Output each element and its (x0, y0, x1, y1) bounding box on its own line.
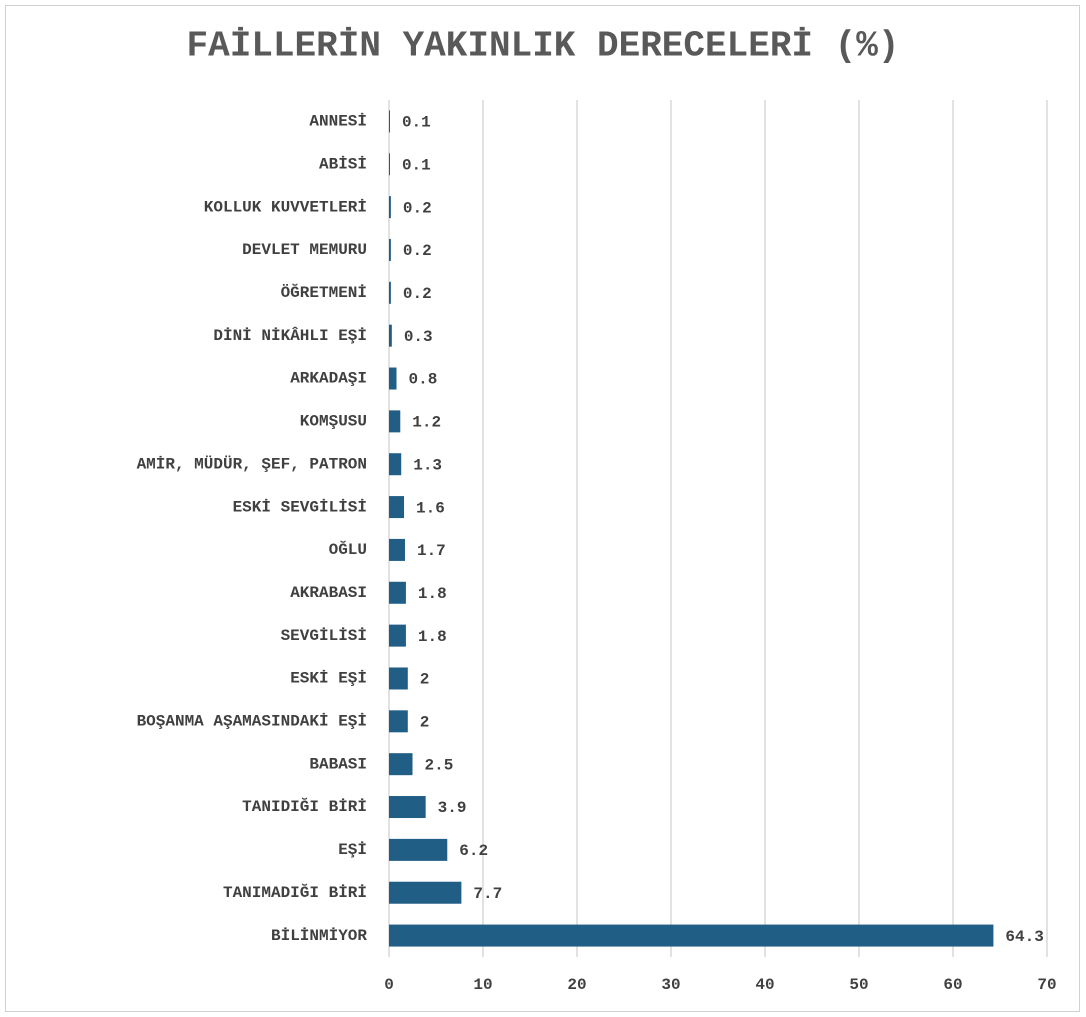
x-tick-label: 20 (567, 976, 586, 994)
bar (389, 924, 994, 947)
bar (389, 796, 426, 819)
value-label: 1.2 (412, 414, 441, 432)
bar (389, 281, 391, 304)
value-label: 0.8 (409, 371, 438, 389)
bar (389, 881, 462, 904)
bar (389, 538, 405, 561)
bar (389, 196, 391, 219)
x-tick-label: 70 (1037, 976, 1056, 994)
x-tick-label: 30 (661, 976, 680, 994)
bar (389, 367, 397, 390)
y-tick-label: SEVGİLİSİ (281, 627, 367, 645)
y-tick-label: TANIDIĞI BİRİ (242, 796, 367, 816)
y-tick-label: BABASI (309, 755, 367, 773)
y-tick-label: ESKİ SEVGİLİSİ (233, 498, 367, 516)
bar (389, 410, 401, 433)
value-label: 64.3 (1005, 928, 1043, 946)
chart-border (5, 5, 1080, 1012)
y-tick-label: KOMŞUSU (300, 413, 367, 431)
y-tick-label: EŞİ (338, 841, 367, 859)
value-label: 0.1 (402, 114, 431, 132)
x-tick-label: 40 (755, 976, 774, 994)
value-label: 7.7 (473, 885, 502, 903)
value-label: 2.5 (425, 756, 454, 774)
value-label: 1.3 (413, 456, 442, 474)
bar (389, 110, 390, 133)
y-tick-label: ÖĞRETMENİ (281, 282, 367, 302)
value-label: 0.2 (403, 242, 432, 260)
y-tick-label: TANIMADIĞI BİRİ (223, 882, 367, 902)
chart-title: FAİLLERİN YAKINLIK DERECELERİ (%) (187, 26, 900, 67)
y-tick-label: KOLLUK KUVVETLERİ (204, 198, 367, 216)
x-tick-label: 60 (943, 976, 962, 994)
value-label: 6.2 (459, 842, 488, 860)
bar (389, 496, 405, 519)
bar (389, 624, 406, 647)
y-tick-label: AKRABASI (290, 584, 367, 602)
value-label: 1.8 (418, 585, 447, 603)
bar (389, 710, 408, 733)
y-tick-label: DİNİ NİKÂHLI EŞİ (213, 326, 367, 345)
y-tick-label: BOŞANMA AŞAMASINDAKİ EŞİ (137, 713, 367, 731)
bar (389, 753, 413, 776)
value-label: 1.7 (417, 542, 446, 560)
y-tick-label: BİLİNMİYOR (271, 927, 367, 945)
value-label: 1.6 (416, 499, 445, 517)
bar (389, 581, 406, 604)
value-label: 2 (420, 714, 430, 732)
bar (389, 324, 392, 347)
x-tick-label: 0 (384, 976, 394, 994)
bar (389, 838, 448, 861)
y-tick-label: ESKİ EŞİ (290, 670, 367, 688)
bar (389, 238, 391, 261)
y-tick-label: DEVLET MEMURU (242, 241, 367, 259)
value-label: 0.2 (403, 199, 432, 217)
value-label: 0.3 (404, 328, 433, 346)
bar (389, 153, 390, 176)
y-tick-label: ANNESİ (309, 113, 367, 131)
y-tick-label: AMİR, MÜDÜR, ŞEF, PATRON (137, 454, 367, 473)
value-label: 2 (420, 671, 430, 689)
x-tick-label: 10 (473, 976, 492, 994)
bar (389, 453, 402, 476)
y-tick-label: OĞLU (329, 539, 367, 559)
value-label: 0.2 (403, 285, 432, 303)
y-tick-label: ARKADAŞI (290, 370, 367, 388)
value-label: 0.1 (402, 156, 431, 174)
y-tick-label: ABİSİ (319, 155, 367, 173)
value-label: 1.8 (418, 628, 447, 646)
bar (389, 667, 408, 690)
value-label: 3.9 (438, 799, 467, 817)
x-tick-label: 50 (849, 976, 868, 994)
